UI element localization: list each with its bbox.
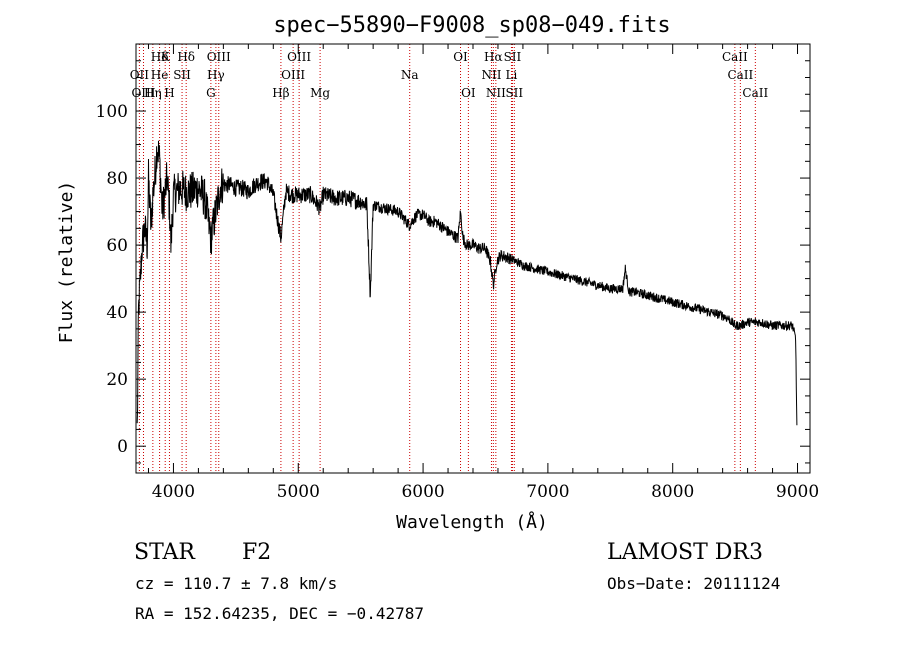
- y-axis-label: Flux (relative): [56, 181, 77, 344]
- coordinates: RA = 152.64235, DEC = −0.42787: [135, 604, 424, 623]
- chart-title: spec−55890−F9008_sp08−049.fits: [273, 13, 670, 38]
- line-label: Li: [506, 68, 518, 82]
- x-axis-ticks: 4000 5000 6000 7000 8000 9000: [147, 44, 819, 502]
- line-label: OIII: [287, 50, 311, 64]
- line-label: Hα: [484, 50, 503, 64]
- y-tick-label: 100: [96, 102, 128, 122]
- y-tick-label: 20: [106, 370, 128, 390]
- line-label: He: [151, 68, 169, 82]
- survey-name: LAMOST DR3: [607, 540, 763, 565]
- object-subclass: F2: [242, 540, 272, 565]
- y-axis-ticks: 0 20 40 60 80 100: [96, 60, 810, 464]
- line-label: Hγ: [207, 68, 225, 82]
- x-tick-label: 4000: [152, 482, 195, 502]
- line-label: SII: [505, 86, 523, 100]
- line-label: Hδ: [151, 50, 169, 64]
- emission-line-markers: [138, 44, 756, 473]
- y-tick-label: 40: [106, 303, 128, 323]
- line-label: OIII: [281, 68, 305, 82]
- line-label: CaII: [722, 50, 748, 64]
- line-label: Hη: [144, 86, 162, 100]
- line-label: Hβ: [272, 86, 289, 100]
- spectrum-line: [136, 140, 798, 426]
- obs-date: Obs−Date: 20111124: [607, 574, 781, 593]
- line-label: OI: [453, 50, 468, 64]
- line-label: OIII: [207, 50, 231, 64]
- object-class: STAR: [134, 540, 195, 565]
- line-label: OI: [461, 86, 476, 100]
- x-tick-label: 8000: [651, 482, 694, 502]
- x-tick-label: 5000: [277, 482, 320, 502]
- line-label: G: [206, 86, 216, 100]
- y-tick-label: 0: [117, 437, 128, 457]
- x-axis-label: Wavelength (Å): [396, 511, 548, 533]
- line-label: SII: [504, 50, 522, 64]
- y-tick-label: 80: [106, 169, 128, 189]
- line-label: OIII: [131, 86, 155, 100]
- line-label: H: [164, 86, 174, 100]
- line-label: CaII: [742, 86, 768, 100]
- line-label: NII: [481, 68, 501, 82]
- line-label: SII: [173, 68, 191, 82]
- line-label: Na: [401, 68, 419, 82]
- line-label: NII: [486, 86, 506, 100]
- line-label: Hδ: [177, 50, 195, 64]
- redshift-value: cz = 110.7 ± 7.8 km/s: [135, 574, 338, 593]
- line-label: Mg: [310, 86, 330, 100]
- x-tick-label: 6000: [401, 482, 444, 502]
- line-label: CaII: [727, 68, 753, 82]
- line-label: OII: [130, 68, 150, 82]
- y-tick-label: 60: [106, 236, 128, 256]
- x-tick-label: 9000: [776, 482, 819, 502]
- plot-frame: [135, 43, 811, 474]
- x-tick-label: 7000: [526, 482, 569, 502]
- line-label: K: [161, 50, 171, 64]
